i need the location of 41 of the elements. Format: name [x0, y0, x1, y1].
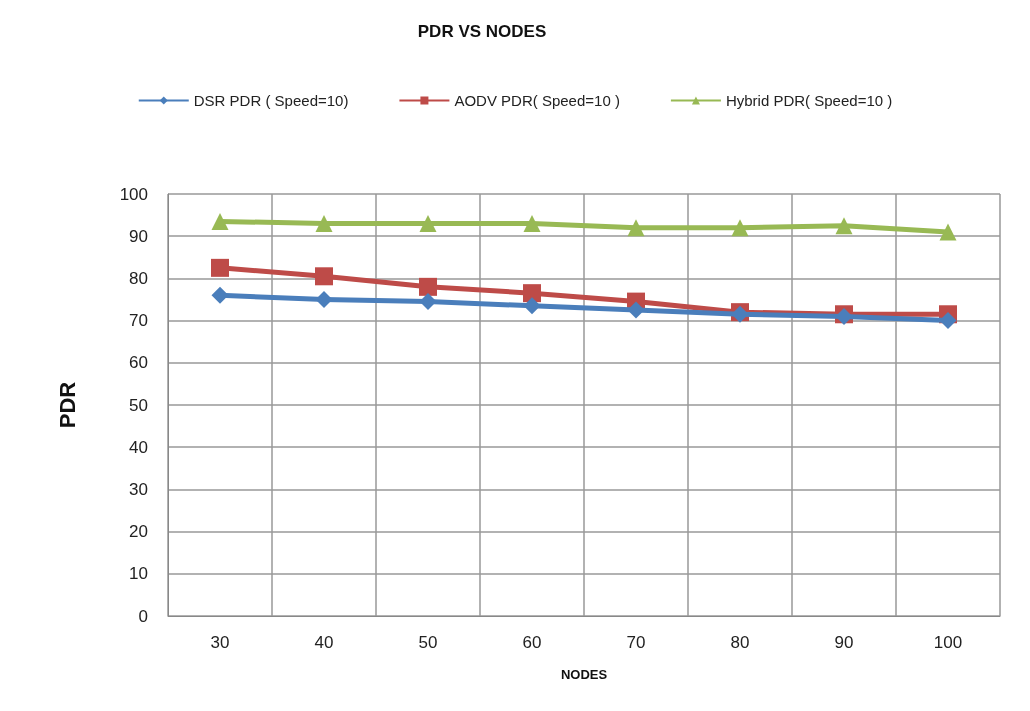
point	[419, 293, 437, 311]
y-tick-label: 60	[129, 353, 148, 373]
point	[835, 217, 853, 235]
point	[939, 223, 957, 241]
point	[315, 267, 333, 286]
x-tick-label: 40	[314, 633, 334, 652]
x-tick-label: 60	[522, 633, 542, 652]
point	[627, 219, 645, 237]
y-axis-title: PDR	[54, 381, 80, 429]
y-tick-label: 90	[129, 226, 148, 246]
x-tick-label: 90	[834, 633, 854, 652]
chart-title: PDR VS NODES	[417, 22, 547, 41]
y-tick-label: 0	[138, 606, 148, 626]
y-tick-label: 40	[129, 437, 148, 457]
point	[419, 277, 437, 296]
point	[523, 284, 541, 303]
point	[627, 301, 645, 319]
y-tick-label: 20	[129, 522, 148, 542]
y-tick-label: 80	[129, 268, 148, 288]
y-tick-label: 70	[129, 311, 148, 331]
y-tick-label: 10	[129, 564, 148, 584]
y-tick-label: 30	[129, 479, 148, 499]
point	[315, 291, 333, 308]
legend-label: DSR PDR ( Speed=10)	[193, 92, 349, 109]
point	[523, 215, 541, 233]
point	[939, 312, 957, 330]
x-tick-label: 70	[626, 633, 646, 652]
point	[731, 219, 749, 237]
y-tick-label: 100	[119, 184, 148, 204]
point	[211, 212, 229, 230]
point	[419, 215, 437, 233]
point	[315, 215, 333, 233]
x-tick-label: 80	[730, 633, 750, 652]
legend-label: AODV PDR( Speed=10 )	[454, 92, 620, 109]
x-tick-label: 50	[418, 633, 438, 652]
x-tick-label: 30	[210, 633, 230, 652]
y-tick-label: 50	[129, 395, 148, 415]
legend-label: Hybrid PDR( Speed=10 )	[725, 92, 893, 109]
x-tick-label: 100	[933, 633, 963, 652]
x-axis-title: NODES	[560, 667, 608, 682]
point	[211, 258, 229, 277]
